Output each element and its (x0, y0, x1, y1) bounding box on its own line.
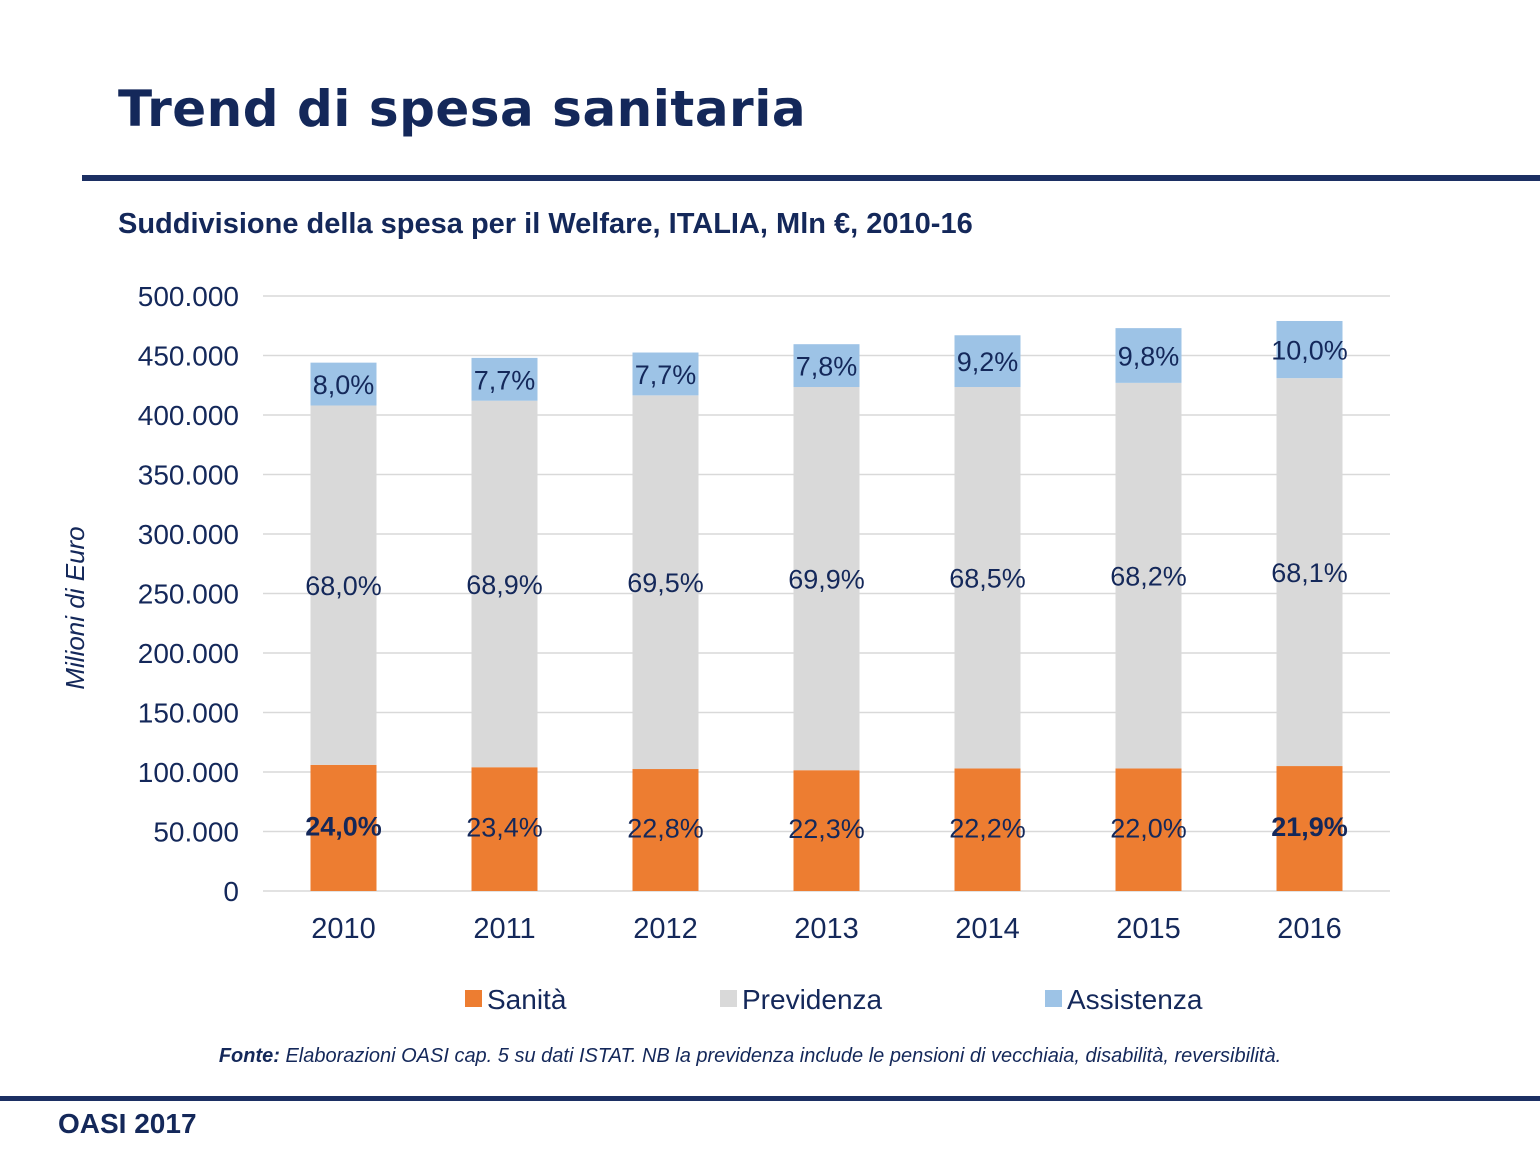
bar-previdenza (793, 387, 860, 771)
bar-previdenza (471, 400, 538, 768)
x-tick-label: 2015 (1116, 913, 1181, 945)
data-label: 22,8% (627, 814, 704, 844)
data-label: 9,2% (957, 347, 1019, 377)
data-label: 10,0% (1271, 336, 1348, 366)
bar-assistenza (954, 335, 1021, 388)
legend-label: Assistenza (1067, 984, 1203, 1015)
bar-sanit (793, 770, 860, 891)
chart-title: Suddivisione della spesa per il Welfare,… (118, 208, 973, 240)
data-label: 69,9% (788, 565, 865, 595)
y-tick-label: 350.000 (138, 460, 239, 491)
source-text: Elaborazioni OASI cap. 5 su dati ISTAT. … (279, 1045, 1282, 1067)
y-tick-label: 0 (223, 876, 239, 907)
x-tick-label: 2013 (794, 913, 859, 945)
x-tick-label: 2014 (955, 913, 1020, 945)
data-label: 22,2% (949, 813, 1026, 843)
y-tick-label: 250.000 (138, 579, 239, 610)
y-tick-label: 300.000 (138, 519, 239, 550)
bar-assistenza (793, 344, 860, 388)
title-divider (82, 175, 1540, 181)
legend-swatch (720, 990, 737, 1007)
source-note: Fonte: Elaborazioni OASI cap. 5 su dati … (0, 1045, 1500, 1068)
data-label: 69,5% (627, 568, 704, 598)
data-label: 22,0% (1110, 813, 1187, 843)
legend: Sanità Previdenza Assistenza (465, 984, 1203, 1015)
data-label: 68,2% (1110, 562, 1187, 592)
legend-swatch (1045, 990, 1062, 1007)
x-axis-ticks: 2010 2011 2012 2013 2014 2015 2016 (311, 913, 1342, 945)
y-tick-label: 500.000 (138, 281, 239, 312)
data-label: 22,3% (788, 814, 865, 844)
bar-sanit (1115, 768, 1182, 891)
bar-sanit (954, 768, 1021, 891)
bar-assistenza (1115, 328, 1182, 383)
bar-sanit (471, 767, 538, 891)
data-label: 68,0% (305, 571, 382, 601)
data-label: 8,0% (313, 370, 375, 400)
bar-sanit (632, 769, 699, 891)
bar-assistenza (1276, 320, 1343, 379)
data-label: 68,5% (949, 564, 1026, 594)
data-label: 68,9% (466, 570, 543, 600)
bar-assistenza (471, 357, 538, 401)
page-title: Trend di spesa sanitaria (118, 80, 807, 138)
data-label: 23,4% (466, 813, 543, 843)
x-tick-label: 2012 (633, 913, 698, 945)
bar-sanit (310, 764, 377, 891)
bar-previdenza (1115, 382, 1182, 769)
bar-sanit (1276, 766, 1343, 891)
y-tick-label: 150.000 (138, 698, 239, 729)
data-label: 21,9% (1271, 812, 1348, 842)
data-label: 7,7% (635, 360, 697, 390)
x-tick-label: 2016 (1277, 913, 1342, 945)
y-tick-label: 100.000 (138, 757, 239, 788)
legend-label: Previdenza (742, 984, 883, 1015)
y-axis-label: Milioni di Euro (60, 526, 90, 689)
bar-previdenza (310, 405, 377, 765)
footer-divider (0, 1096, 1540, 1101)
bar-assistenza (632, 352, 699, 396)
legend-swatch (465, 990, 482, 1007)
data-label: 7,8% (796, 352, 858, 382)
bar-assistenza (310, 362, 377, 406)
bar-previdenza (954, 387, 1021, 769)
x-tick-label: 2010 (311, 913, 376, 945)
stacked-bar-chart: 0 50.000 100.000 150.000 200.000 250.000 300.0… (60, 281, 1390, 1015)
bar-previdenza (1276, 378, 1343, 767)
y-tick-label: 450.000 (138, 341, 239, 372)
footer-brand: OASI 2017 (58, 1108, 197, 1139)
bars (310, 320, 1343, 891)
source-label: Fonte: (218, 1045, 280, 1067)
y-tick-label: 50.000 (153, 817, 239, 848)
data-label: 68,1% (1271, 558, 1348, 588)
y-tick-label: 200.000 (138, 638, 239, 669)
y-tick-label: 400.000 (138, 400, 239, 431)
bar-previdenza (632, 395, 699, 770)
data-label: 9,8% (1118, 342, 1180, 372)
x-tick-label: 2011 (473, 913, 535, 945)
data-label: 24,0% (305, 811, 382, 841)
data-label: 7,7% (474, 365, 536, 395)
data-labels: 24,0% 68,0% 8,0% 23,4% 68,9% 7,7% 22,8% 69,5% 7,… (305, 336, 1348, 845)
y-axis-ticks: 0 50.000 100.000 150.000 200.000 250.000 300.0… (138, 281, 239, 907)
legend-label: Sanità (487, 984, 567, 1015)
